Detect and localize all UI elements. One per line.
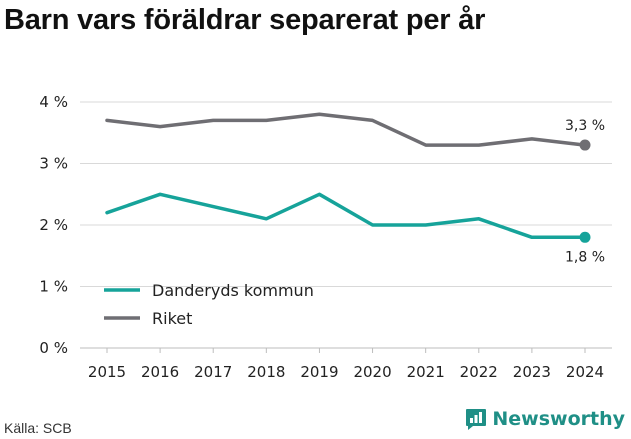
y-tick-label: 0 % [39, 339, 68, 357]
legend-label: Riket [152, 309, 192, 328]
x-tick-label: 2018 [247, 363, 285, 381]
legend-item: Danderyds kommun [104, 281, 314, 300]
series-riket: 3,3 % [105, 112, 605, 151]
series-line [105, 112, 587, 147]
source-note: Källa: SCB [4, 420, 72, 436]
end-value-label: 3,3 % [565, 118, 605, 134]
x-tick-label: 2019 [300, 363, 338, 381]
x-tick-label: 2021 [407, 363, 445, 381]
newsworthy-logo-icon [466, 409, 487, 430]
x-tick-label: 2016 [141, 363, 179, 381]
legend-label: Danderyds kommun [152, 281, 314, 300]
y-tick-label: 3 % [39, 155, 68, 173]
end-point-marker [579, 139, 591, 151]
x-tick-label: 2022 [460, 363, 498, 381]
legend-item: Riket [104, 309, 192, 328]
legend: Danderyds kommun Riket [104, 281, 314, 328]
series-line [105, 192, 587, 240]
brand-name: Newsworthy [492, 408, 625, 430]
x-tick-label: 2024 [566, 363, 604, 381]
series-layer: 1,8 % 3,3 % [105, 112, 605, 265]
y-tick-label: 2 % [39, 216, 68, 234]
x-tick-label: 2020 [353, 363, 391, 381]
y-tick-label: 4 % [39, 93, 68, 111]
x-tick-label: 2015 [88, 363, 126, 381]
y-tick-label: 1 % [39, 278, 68, 296]
x-tick-label: 2017 [194, 363, 232, 381]
end-value-label: 1,8 % [565, 249, 605, 265]
x-axis: 2015 2016 2017 2018 2019 2020 2021 2022 2023 2024 [88, 348, 604, 381]
y-axis: 0 % 1 % 2 % 3 % 4 % [39, 93, 68, 357]
x-tick-label: 2023 [513, 363, 551, 381]
chart-title: Barn vars föräldrar separerat per år [4, 4, 486, 36]
series-danderyds-kommun: 1,8 % [105, 192, 605, 265]
end-point-marker [579, 231, 591, 243]
brand-logo[interactable]: Newsworthy [464, 407, 625, 431]
grid-lines [80, 101, 612, 349]
